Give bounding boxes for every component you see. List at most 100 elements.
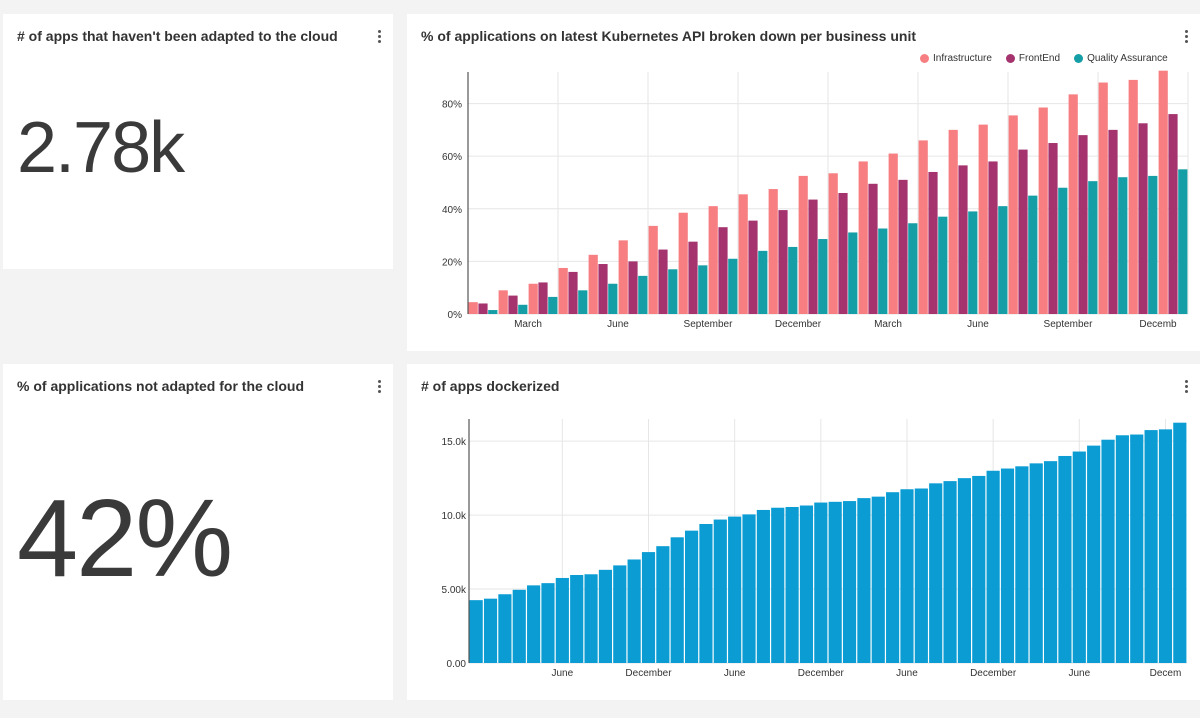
bar-dockerized (771, 507, 785, 663)
bar-quality-assurance (788, 246, 798, 314)
bar-dockerized (584, 574, 598, 663)
bar-dockerized (570, 575, 584, 663)
card-title: # of apps dockerized (421, 378, 560, 394)
bar-dockerized (842, 501, 857, 663)
bar-frontend (1018, 149, 1028, 314)
more-vertical-icon[interactable] (372, 376, 386, 396)
bar-quality-assurance (608, 283, 618, 314)
x-tick-label: March (514, 319, 542, 330)
bar-infrastructure (468, 302, 478, 314)
dockerized-bar-chart: 0.00 5.00k 10.0k 15.0k June December June Decem… (442, 419, 1187, 679)
bar-infrastructure (648, 225, 658, 314)
bar-dockerized (541, 583, 555, 663)
k8s-api-bar-chart: 0% 20% 40% 60% 80% March June September December… (442, 70, 1189, 330)
x-tick-label: December (798, 668, 845, 679)
x-tick-label: June (724, 668, 746, 679)
legend-item-infrastructure[interactable]: Infrastructure (920, 53, 992, 64)
legend-item-frontend[interactable]: FrontEnd (1005, 53, 1061, 64)
bar-frontend (1078, 135, 1088, 314)
bar-quality-assurance (518, 304, 528, 314)
bar-frontend (898, 179, 908, 314)
bar-infrastructure (858, 161, 868, 314)
bar-dockerized (1029, 463, 1043, 663)
bar-dockerized (972, 475, 986, 663)
y-tick-label: 15.0k (442, 437, 467, 448)
bar-dockerized (728, 516, 742, 663)
bar-frontend (1168, 114, 1178, 314)
bar-infrastructure (1008, 115, 1018, 314)
bar-frontend (688, 241, 698, 314)
bar-dockerized (900, 489, 914, 663)
bar-frontend (868, 183, 878, 314)
bar-dockerized (713, 519, 727, 663)
bar-frontend (928, 171, 938, 314)
bar-dockerized (814, 502, 828, 663)
bar-frontend (478, 303, 488, 314)
bar-frontend (508, 295, 518, 314)
x-tick-label: June (967, 319, 989, 330)
bar-infrastructure (708, 206, 718, 314)
bar-quality-assurance (968, 211, 978, 314)
bar-quality-assurance (938, 216, 948, 314)
bar-quality-assurance (1118, 177, 1128, 314)
legend-label: Quality Assurance (1087, 53, 1168, 64)
bar-dockerized (1130, 434, 1144, 663)
bar-frontend (718, 227, 728, 314)
legend-dot-icon (920, 54, 929, 63)
legend-label: FrontEnd (1018, 53, 1061, 64)
bar-dockerized (498, 594, 512, 663)
bar-frontend (988, 161, 998, 314)
bar-infrastructure (1158, 70, 1168, 314)
x-tick-label: December (625, 668, 672, 679)
bar-frontend (538, 282, 548, 314)
bar-infrastructure (948, 129, 958, 314)
card-dockerized-chart: # of apps dockerized 0.00 5.00k 10.0k 15.0k… (407, 364, 1200, 700)
bar-dockerized (799, 505, 814, 663)
card-k8s-api-chart: % of applications on latest Kubernetes A… (407, 14, 1200, 351)
bar-infrastructure (798, 175, 808, 314)
legend-item-quality-assurance[interactable]: Quality Assurance (1074, 53, 1168, 64)
x-tick-label: September (684, 319, 734, 330)
bar-dockerized (1044, 461, 1058, 663)
bar-quality-assurance (1058, 187, 1068, 314)
bar-dockerized (469, 600, 483, 663)
bar-frontend (748, 220, 758, 314)
bar-quality-assurance (1028, 195, 1038, 314)
bar-quality-assurance (578, 290, 588, 314)
bar-dockerized (871, 496, 885, 663)
bar-infrastructure (738, 194, 748, 314)
more-vertical-icon[interactable] (372, 26, 386, 46)
bar-dockerized (1158, 429, 1173, 663)
bar-quality-assurance (1088, 181, 1098, 314)
bar-dockerized (929, 483, 943, 663)
y-tick-label: 5.00k (442, 585, 467, 596)
bar-frontend (1138, 123, 1148, 314)
bar-quality-assurance (698, 265, 708, 314)
bar-infrastructure (1098, 82, 1108, 315)
bar-infrastructure (1068, 94, 1078, 314)
bar-quality-assurance (998, 206, 1008, 314)
more-vertical-icon[interactable] (1179, 26, 1193, 46)
more-vertical-icon[interactable] (1179, 376, 1193, 396)
bar-infrastructure (768, 189, 778, 314)
bar-infrastructure (828, 173, 838, 314)
bar-dockerized (483, 598, 498, 663)
card-apps-not-adapted-pct: % of applications not adapted for the cl… (3, 364, 393, 700)
bar-frontend (658, 249, 668, 314)
bar-dockerized (1144, 430, 1158, 663)
bar-quality-assurance (818, 239, 828, 314)
bar-infrastructure (918, 140, 928, 314)
bar-dockerized (512, 589, 526, 663)
bar-dockerized (670, 537, 684, 663)
bar-dockerized (598, 569, 612, 663)
bar-dockerized (742, 514, 756, 663)
bar-frontend (958, 165, 968, 314)
bar-dockerized (943, 481, 957, 663)
bar-infrastructure (888, 153, 898, 314)
bar-infrastructure (978, 124, 988, 314)
bar-dockerized (756, 509, 770, 663)
bar-quality-assurance (728, 258, 738, 314)
big-number-value: 2.78k (17, 108, 185, 188)
y-tick-label: 80% (442, 100, 462, 111)
card-title: % of applications on latest Kubernetes A… (421, 28, 916, 44)
